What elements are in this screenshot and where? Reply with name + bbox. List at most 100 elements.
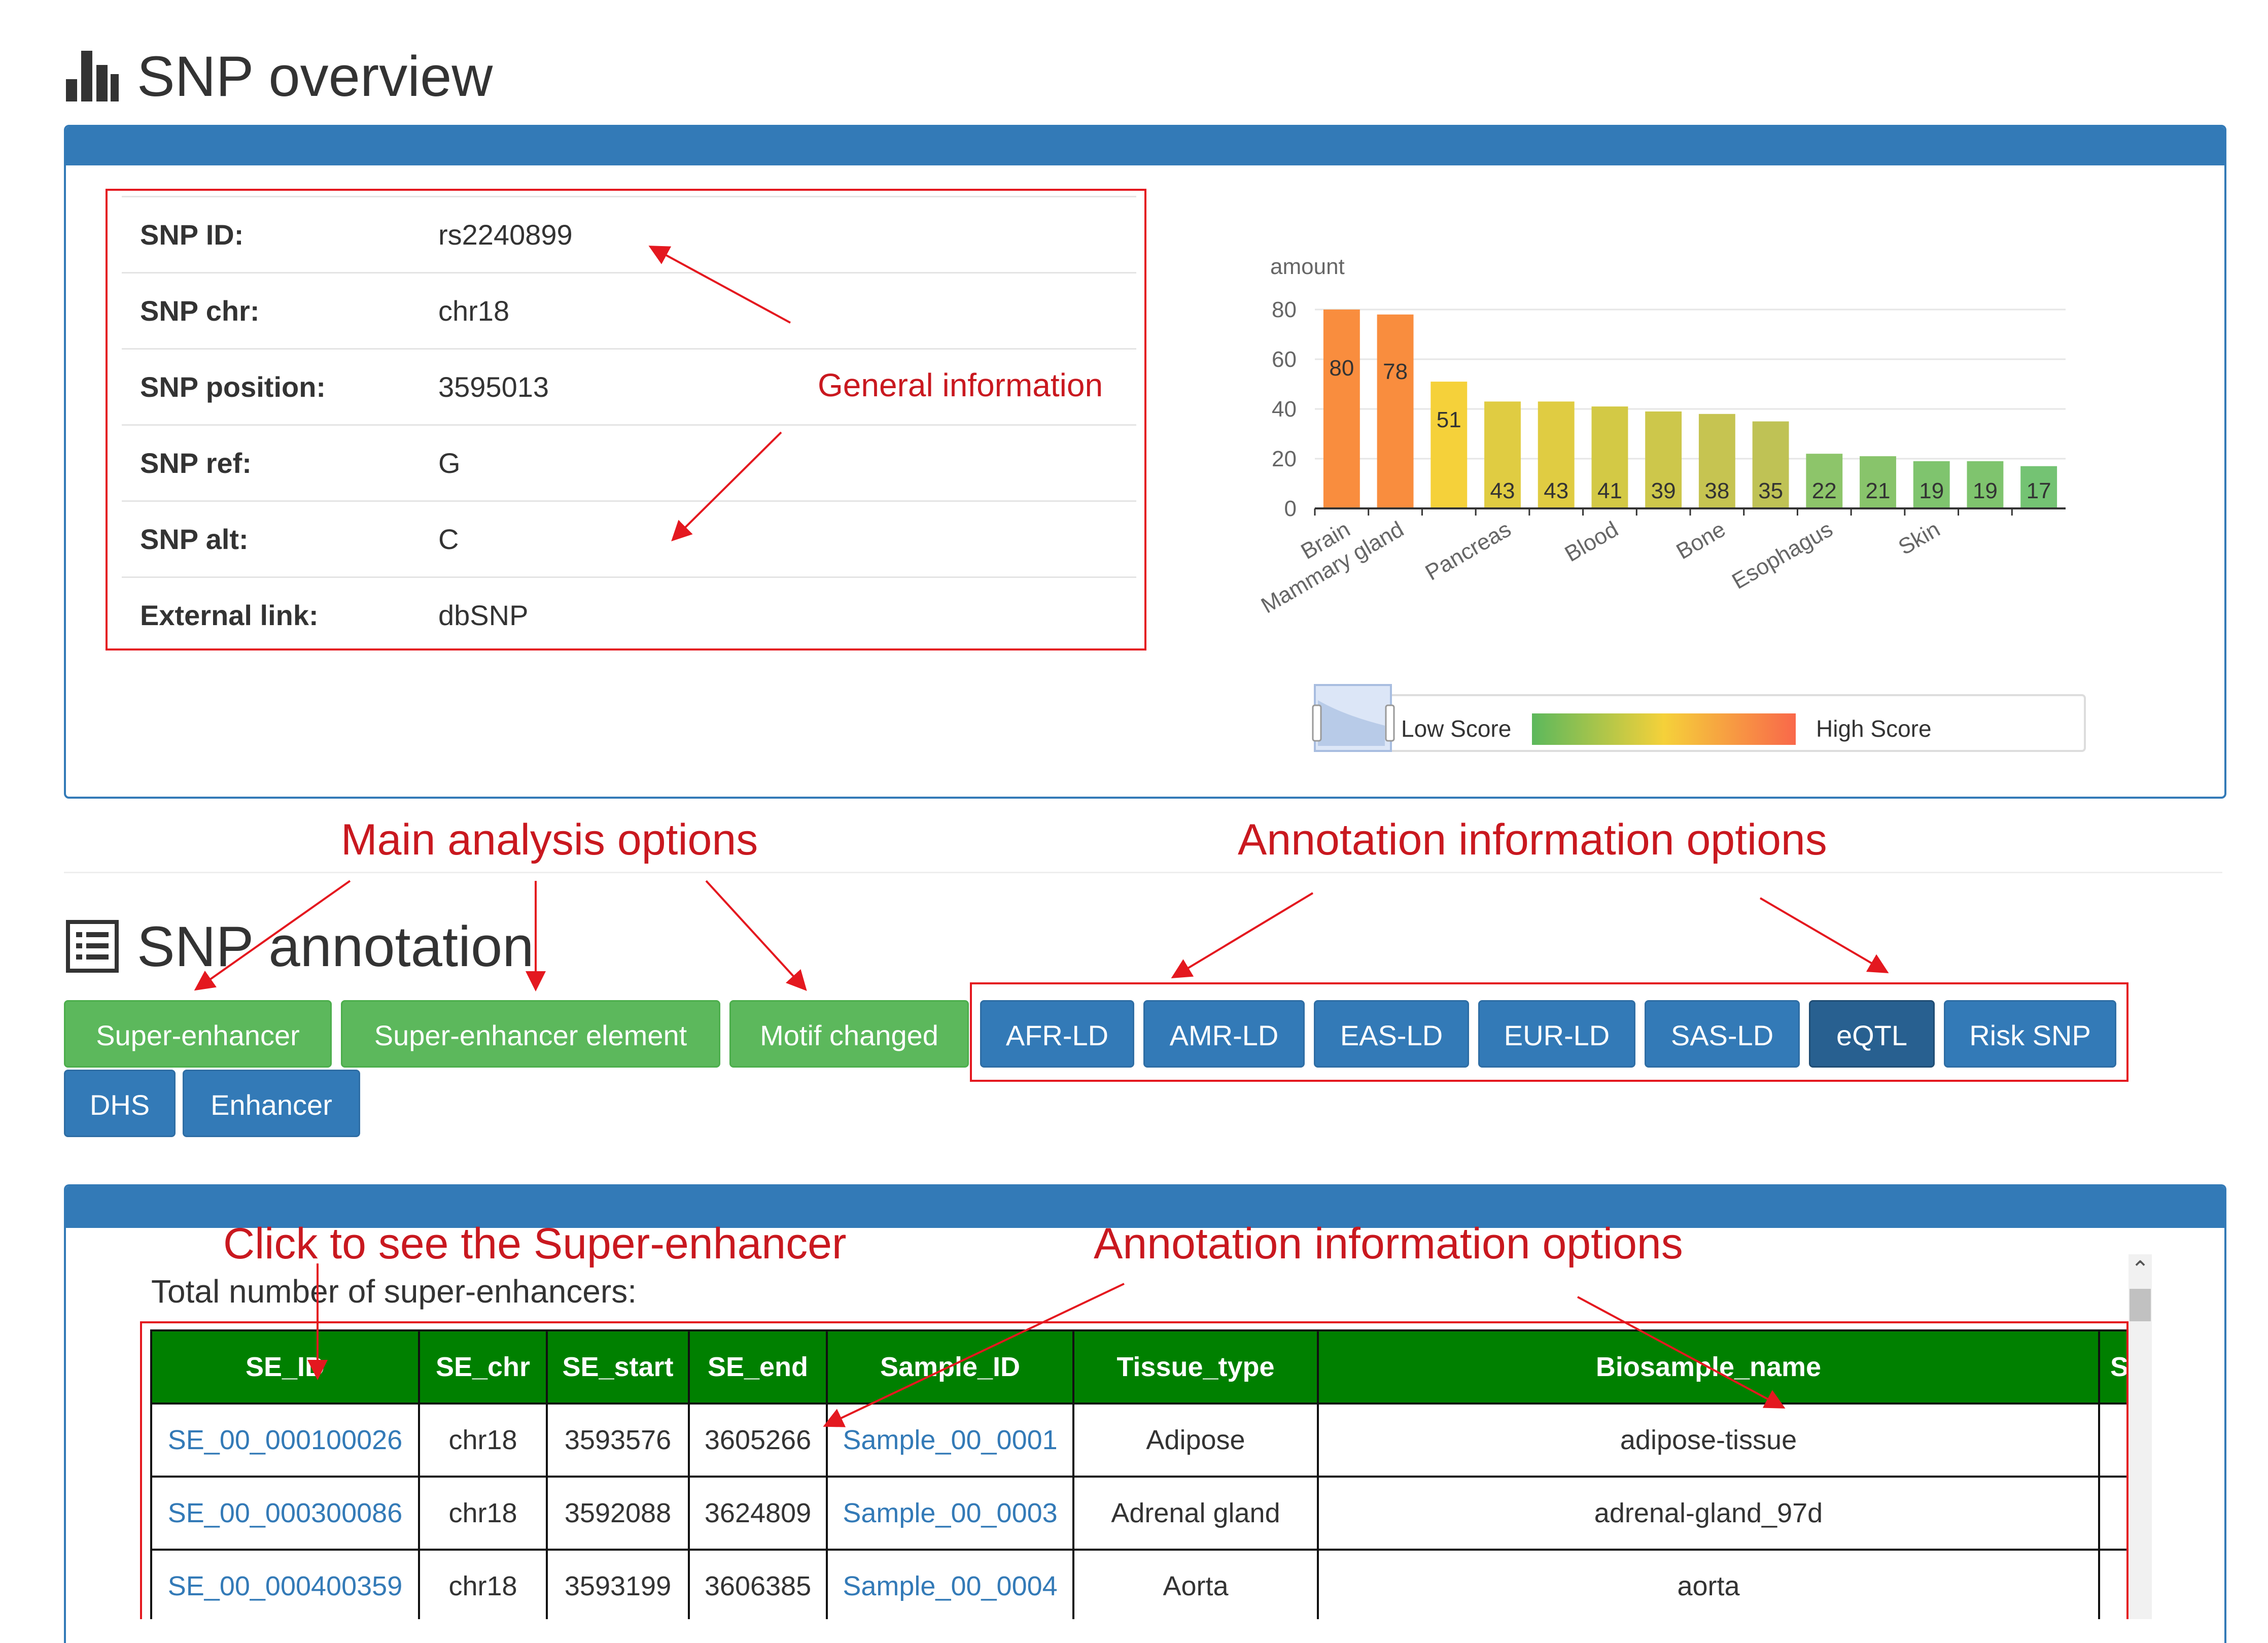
info-label: External link: — [122, 576, 434, 653]
snp-alt-value: C — [434, 500, 1136, 577]
chart-bar[interactable] — [1698, 414, 1735, 508]
table-row: SE_00_000400359 chr18 3593199 3606385 Sa… — [150, 1549, 2129, 1619]
dhs-button[interactable]: DHS — [64, 1070, 176, 1137]
chart-y-tick-label: 0 — [1284, 496, 1297, 521]
eas-ld-button[interactable]: EAS-LD — [1314, 1000, 1469, 1068]
chart-bar[interactable] — [1377, 314, 1414, 508]
high-score-label: High Score — [1816, 715, 1932, 742]
col-header-se-id[interactable]: SE_ID — [150, 1329, 420, 1405]
se-start-cell: 3593199 — [546, 1549, 690, 1619]
slider-handle-left[interactable] — [1312, 704, 1322, 742]
snp-info-section: SNP ID: rs2240899 SNP chr: chr18 SNP pos… — [122, 196, 1136, 653]
info-label: SNP chr: — [122, 272, 434, 349]
chart-bar[interactable] — [1484, 401, 1521, 508]
se-table-highlight-box — [140, 1321, 2129, 1619]
chart-bar-value-label: 35 — [1758, 478, 1783, 503]
chart-x-tick-label: Blood — [1560, 517, 1622, 567]
chart-bar-value-label: 41 — [1597, 478, 1622, 503]
eur-ld-button[interactable]: EUR-LD — [1478, 1000, 1635, 1068]
truncated-cell — [2098, 1476, 2129, 1551]
col-header-se-start[interactable]: SE_start — [546, 1329, 690, 1405]
se-id-link[interactable]: SE_00_000300086 — [150, 1476, 420, 1551]
info-row-snp-chr: SNP chr: chr18 — [122, 272, 1136, 349]
chart-bar-value-label: 39 — [1651, 478, 1676, 503]
se-id-link[interactable]: SE_00_000100026 — [150, 1402, 420, 1478]
chart-bar[interactable] — [1860, 456, 1896, 508]
info-label: SNP ref: — [122, 424, 434, 501]
tissue-type-cell: Adrenal gland — [1072, 1476, 1319, 1551]
chart-bar[interactable] — [1645, 411, 1682, 508]
chart-bar[interactable] — [2020, 466, 2057, 508]
chart-bar-value-label: 38 — [1704, 478, 1729, 503]
sas-ld-button[interactable]: SAS-LD — [1645, 1000, 1800, 1068]
annotation-options-annotation: Annotation information options — [1238, 815, 1827, 864]
chart-bar-value-label: 22 — [1812, 478, 1837, 503]
eqtl-button[interactable]: eQTL — [1809, 1000, 1935, 1068]
chart-visual-map: Low Score High Score — [1312, 684, 2086, 752]
chart-bar[interactable] — [1538, 401, 1575, 508]
chart-bar[interactable] — [1323, 310, 1360, 508]
chart-x-tick-label: Bone — [1672, 517, 1729, 564]
chart-bar-value-label: 21 — [1866, 478, 1891, 503]
sample-id-link[interactable]: Sample_00_0004 — [826, 1549, 1074, 1619]
annotation-options-arrow — [1759, 897, 1889, 974]
se-total-label: Total number of super-enhancers: — [151, 1273, 637, 1310]
super-enhancer-button[interactable]: Super-enhancer — [64, 1000, 332, 1068]
chart-bar[interactable] — [1806, 454, 1843, 508]
info-row-snp-alt: SNP alt: C — [122, 500, 1136, 577]
se-end-cell: 3605266 — [688, 1402, 828, 1478]
slider-handle-right[interactable] — [1385, 704, 1395, 742]
truncated-cell — [2098, 1402, 2129, 1478]
table-row: SE_00_000300086 chr18 3592088 3624809 Sa… — [150, 1476, 2129, 1551]
se-start-cell: 3593576 — [546, 1402, 690, 1478]
afr-ld-button[interactable]: AFR-LD — [980, 1000, 1134, 1068]
se-panel-header — [66, 1186, 2224, 1228]
overview-panel-header — [66, 127, 2224, 165]
chart-bar[interactable] — [1752, 421, 1789, 509]
scrollbar-thumb[interactable] — [2130, 1289, 2151, 1321]
chart-y-tick-label: 40 — [1272, 397, 1297, 422]
chart-bar-value-label: 78 — [1383, 359, 1408, 384]
info-label: SNP alt: — [122, 500, 434, 577]
se-end-cell: 3624809 — [688, 1476, 828, 1551]
scroll-up-icon[interactable]: ⌃ — [2131, 1257, 2150, 1282]
truncated-cell — [2098, 1549, 2129, 1619]
chart-bar-value-label: 43 — [1490, 478, 1515, 503]
chart-x-tick-label: Skin — [1894, 517, 1944, 560]
super-enhancer-element-button[interactable]: Super-enhancer element — [341, 1000, 720, 1068]
info-row-snp-ref: SNP ref: G — [122, 424, 1136, 501]
chart-bar[interactable] — [1430, 382, 1468, 508]
col-header-se-chr[interactable]: SE_chr — [418, 1329, 548, 1405]
chart-bar[interactable] — [1967, 461, 2004, 508]
general-info-highlight-box — [106, 189, 1146, 651]
se-chr-cell: chr18 — [418, 1402, 548, 1478]
chart-y-tick-label: 60 — [1272, 347, 1297, 372]
se-end-cell: 3606385 — [688, 1549, 828, 1619]
chart-x-tick-label: Esophagus — [1728, 517, 1837, 594]
chart-x-tick-label: Pancreas — [1421, 517, 1515, 585]
chart-bar-value-label: 19 — [1973, 478, 1998, 503]
se-id-link[interactable]: SE_00_000400359 — [150, 1549, 420, 1619]
col-header-se-end[interactable]: SE_end — [688, 1329, 828, 1405]
chart-bar[interactable] — [1591, 406, 1628, 508]
dbsnp-link[interactable]: dbSNP — [434, 576, 1136, 653]
annotation-options-arrow — [1171, 892, 1314, 979]
main-analysis-annotation: Main analysis options — [341, 815, 758, 864]
risk-snp-button[interactable]: Risk SNP — [1944, 1000, 2116, 1068]
amr-ld-button[interactable]: AMR-LD — [1143, 1000, 1305, 1068]
bar-chart-icon — [66, 51, 119, 101]
table-row: SE_00_000100026 chr18 3593576 3605266 Sa… — [150, 1402, 2129, 1478]
motif-changed-button[interactable]: Motif changed — [729, 1000, 969, 1068]
sample-id-link[interactable]: Sample_00_0003 — [826, 1476, 1074, 1551]
se-chr-cell: chr18 — [418, 1476, 548, 1551]
enhancer-button[interactable]: Enhancer — [183, 1070, 360, 1137]
snp-info-table: SNP ID: rs2240899 SNP chr: chr18 SNP pos… — [122, 196, 1136, 653]
section-divider — [64, 872, 2222, 873]
chart-bar[interactable] — [1913, 461, 1950, 508]
info-row-snp-id: SNP ID: rs2240899 — [122, 196, 1136, 273]
col-header-truncated[interactable]: S — [2098, 1329, 2129, 1405]
annotation-heading: SNP annotation — [66, 908, 534, 984]
main-analysis-arrow — [705, 880, 807, 991]
table-scrollbar[interactable]: ⌃ — [2129, 1254, 2152, 1619]
chart-bar-value-label: 43 — [1544, 478, 1568, 503]
